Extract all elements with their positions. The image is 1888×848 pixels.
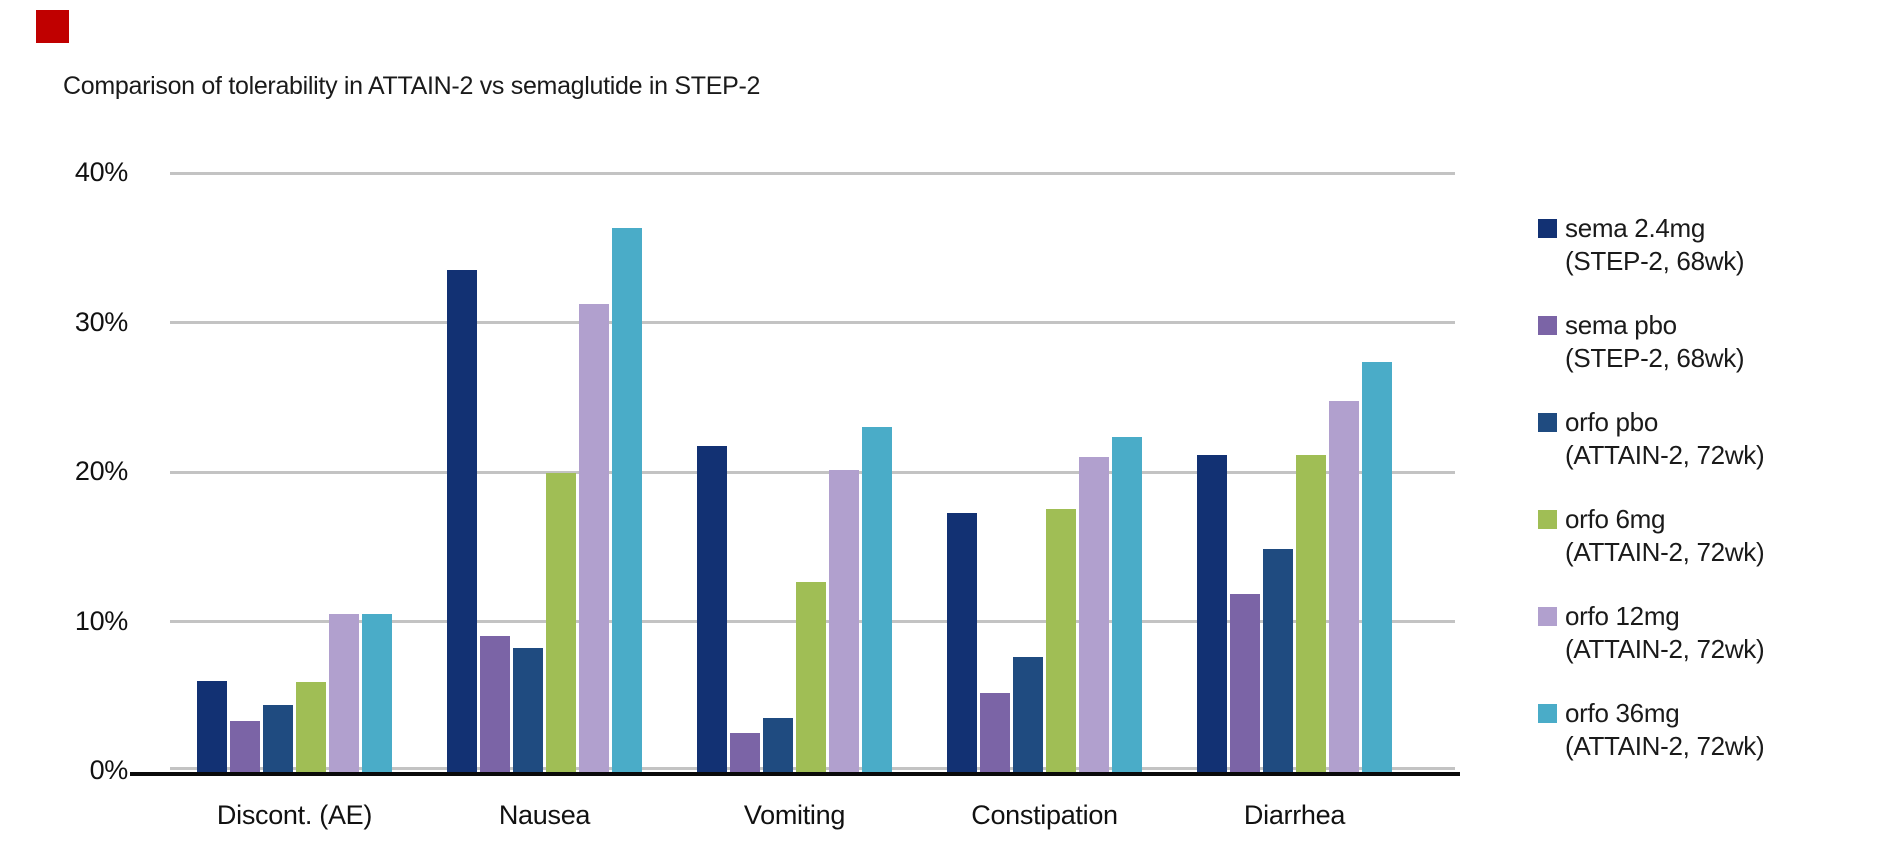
bar-orfo-12mg-Diarrhea — [1329, 401, 1359, 772]
bar-sema-2-4mg-Vomiting — [697, 446, 727, 772]
bar-orfo-12mg-Nausea — [579, 304, 609, 772]
x-axis-category-Discont---AE-: Discont. (AE) — [216, 800, 373, 830]
bar-orfo-pbo-Diarrhea — [1263, 549, 1293, 772]
legend-swatch-icon — [1538, 413, 1557, 432]
bar-orfo-36mg-Diarrhea — [1362, 362, 1392, 772]
legend-swatch-icon — [1538, 219, 1557, 238]
bar-orfo-6mg-Nausea — [546, 473, 576, 772]
gridline-30 — [170, 321, 1455, 324]
legend-item-orfo-12mg: orfo 12mg (ATTAIN-2, 72wk) — [1538, 600, 1765, 666]
legend-item-orfo-6mg: orfo 6mg (ATTAIN-2, 72wk) — [1538, 503, 1765, 569]
bar-orfo-12mg-Discont---AE- — [329, 613, 359, 772]
legend: sema 2.4mg (STEP-2, 68wk) sema pbo (STEP-2,… — [1538, 212, 1765, 794]
y-axis-tick-30: 30% — [74, 306, 128, 337]
bar-orfo-6mg-Constipation — [1046, 508, 1076, 772]
legend-item-sema-pbo: sema pbo (STEP-2, 68wk) — [1538, 309, 1764, 375]
y-axis-tick-20: 20% — [74, 456, 128, 486]
bar-orfo-6mg-Diarrhea — [1296, 455, 1326, 772]
legend-label: orfo 12mg (ATTAIN-2, 72wk) — [1565, 601, 1765, 664]
bar-sema-2-4mg-Nausea — [447, 269, 477, 772]
x-axis-category-Vomiting: Vomiting — [743, 800, 846, 830]
x-axis-category-Nausea: Nausea — [498, 800, 591, 830]
y-axis-tick-0: 0% — [89, 755, 129, 785]
legend-label: sema pbo (STEP-2, 68wk) — [1565, 310, 1745, 373]
bar-sema-pbo-Constipation — [980, 692, 1010, 772]
legend-label: orfo pbo (ATTAIN-2, 72wk) — [1565, 407, 1765, 470]
legend-item-orfo-36mg: orfo 36mg (ATTAIN-2, 72wk) — [1538, 697, 1765, 763]
legend-label: orfo 6mg (ATTAIN-2, 72wk) — [1565, 504, 1765, 567]
bar-sema-pbo-Nausea — [480, 635, 510, 772]
bar-orfo-12mg-Constipation — [1079, 456, 1109, 772]
bar-orfo-36mg-Constipation — [1112, 437, 1142, 772]
bar-orfo-6mg-Discont---AE- — [296, 682, 326, 772]
bar-orfo-36mg-Vomiting — [862, 426, 892, 772]
y-axis-tick-10: 10% — [74, 605, 128, 636]
x-axis-line — [130, 772, 1460, 776]
y-axis-tick-40: 40% — [74, 157, 128, 187]
legend-swatch-icon — [1538, 607, 1557, 626]
bar-orfo-pbo-Vomiting — [763, 718, 793, 772]
x-axis-category-Constipation: Constipation — [971, 800, 1118, 830]
x-axis-category-Diarrhea: Diarrhea — [1243, 800, 1346, 830]
bar-sema-2-4mg-Diarrhea — [1197, 455, 1227, 772]
bar-sema-pbo-Discont---AE- — [230, 721, 260, 772]
legend-label: orfo 36mg (ATTAIN-2, 72wk) — [1565, 698, 1765, 761]
legend-item-sema-2-4mg: sema 2.4mg (STEP-2, 68wk) — [1538, 212, 1764, 278]
legend-swatch-icon — [1538, 510, 1557, 529]
bar-sema-pbo-Vomiting — [730, 733, 760, 772]
legend-item-orfo-pbo: orfo pbo (ATTAIN-2, 72wk) — [1538, 406, 1765, 472]
gridline-20 — [170, 470, 1455, 474]
bar-orfo-pbo-Nausea — [513, 647, 543, 772]
bar-sema-2-4mg-Constipation — [947, 513, 977, 772]
bar-orfo-pbo-Constipation — [1013, 656, 1043, 772]
legend-swatch-icon — [1538, 316, 1557, 335]
legend-swatch-icon — [1538, 704, 1557, 723]
bar-orfo-pbo-Discont---AE- — [263, 704, 293, 772]
brand-mark-square — [36, 10, 69, 43]
chart-title: Comparison of tolerability in ATTAIN-2 v… — [63, 72, 761, 100]
gridline-40 — [170, 171, 1455, 175]
bar-orfo-36mg-Nausea — [612, 227, 642, 772]
bar-orfo-36mg-Discont---AE- — [362, 613, 392, 772]
legend-label: sema 2.4mg (STEP-2, 68wk) — [1565, 213, 1745, 276]
bar-sema-2-4mg-Discont---AE- — [197, 680, 227, 772]
bar-orfo-12mg-Vomiting — [829, 470, 859, 772]
bar-sema-pbo-Diarrhea — [1230, 594, 1260, 772]
bar-orfo-6mg-Vomiting — [796, 582, 826, 772]
